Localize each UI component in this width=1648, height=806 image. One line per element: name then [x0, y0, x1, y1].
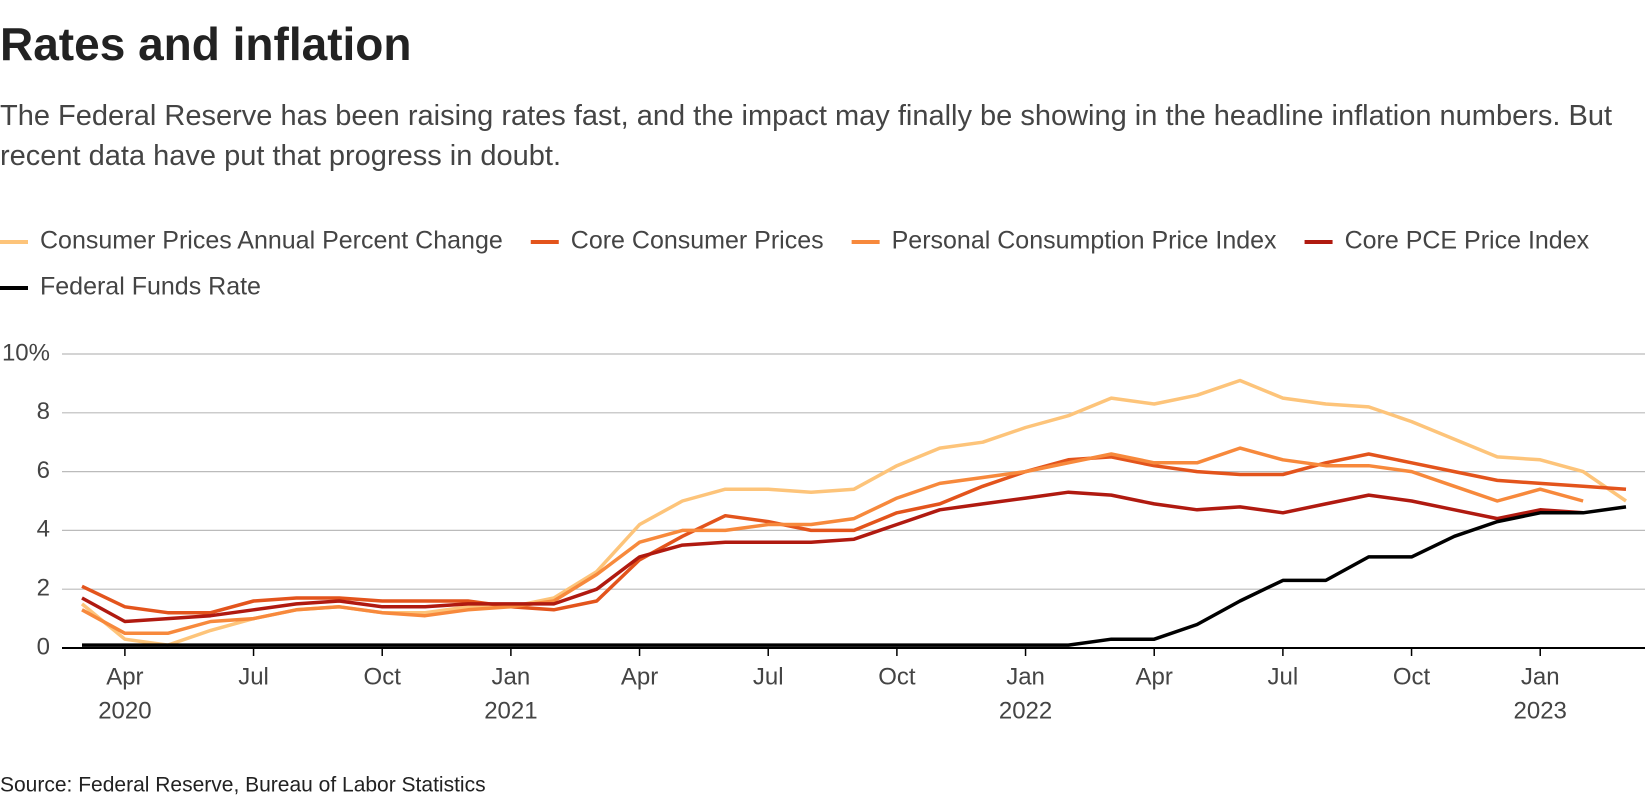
x-tick-label: Apr — [621, 663, 658, 690]
x-tick-year: 2022 — [999, 697, 1052, 724]
legend-label: Consumer Prices Annual Percent Change — [40, 227, 503, 255]
y-tick-label: 6 — [37, 457, 50, 484]
series-line — [82, 505, 1627, 647]
chart-title: Rates and inflation — [0, 18, 411, 70]
x-tick-label: Jul — [753, 663, 784, 690]
series-line — [81, 446, 1584, 636]
y-tick-label: 0 — [37, 633, 50, 660]
x-tick-label: Apr — [106, 663, 143, 690]
legend-label: Federal Funds Rate — [40, 273, 261, 301]
y-tick-label: 2 — [37, 575, 50, 602]
x-tick-label: Jan — [1006, 663, 1045, 690]
x-tick-label: Jan — [492, 663, 531, 690]
x-tick-label: Apr — [1136, 663, 1173, 690]
x-tick-year: 2023 — [1514, 697, 1567, 724]
series-line — [81, 452, 1627, 615]
y-tick-label: 8 — [37, 398, 50, 425]
subtitle-box: The Federal Reserve has been raising rat… — [0, 100, 1613, 172]
x-tick-year: 2021 — [484, 697, 537, 724]
legend-label: Core Consumer Prices — [571, 227, 824, 255]
legend-label: Core PCE Price Index — [1345, 227, 1590, 255]
x-tick-label: Oct — [364, 663, 402, 690]
y-tick-label: 4 — [37, 516, 50, 543]
x-tick-label: Oct — [878, 663, 916, 690]
chart-subtitle: The Federal Reserve has been raising rat… — [0, 100, 1613, 172]
x-tick-label: Oct — [1393, 663, 1431, 690]
x-tick-label: Jul — [1268, 663, 1299, 690]
series-line — [80, 378, 1627, 647]
y-tick-label: 10% — [2, 339, 50, 366]
x-tick-label: Jul — [238, 663, 269, 690]
source: Source: Federal Reserve, Bureau of Labor… — [0, 774, 486, 797]
x-tick-year: 2020 — [98, 697, 151, 724]
legend-label: Personal Consumption Price Index — [892, 227, 1277, 255]
x-tick-label: Jan — [1521, 663, 1560, 690]
series-line — [81, 490, 1584, 624]
